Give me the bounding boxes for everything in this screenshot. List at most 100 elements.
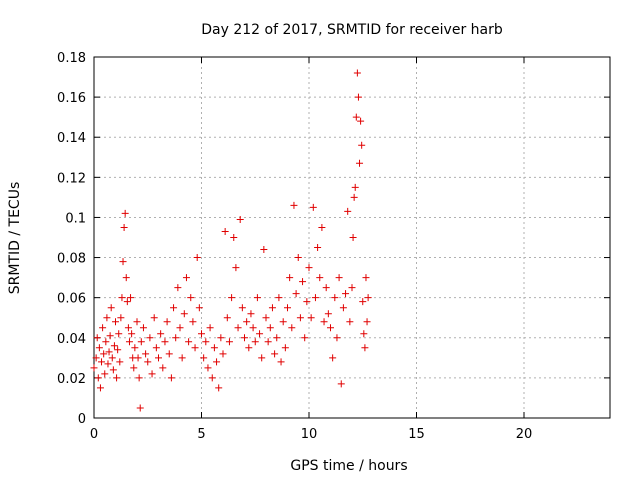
data-point	[136, 404, 144, 412]
data-point	[99, 324, 107, 332]
data-point	[200, 354, 208, 362]
data-point	[346, 318, 354, 326]
data-point	[150, 314, 158, 322]
data-point	[225, 338, 233, 346]
data-point	[122, 274, 130, 282]
data-point	[206, 324, 214, 332]
data-point	[357, 117, 365, 125]
data-point	[133, 318, 141, 326]
data-point	[307, 314, 315, 322]
data-point	[210, 344, 218, 352]
data-point	[146, 334, 154, 342]
data-point	[342, 290, 350, 298]
data-point	[354, 93, 362, 101]
data-point	[185, 338, 193, 346]
data-point	[176, 324, 184, 332]
data-point	[139, 324, 147, 332]
data-point	[247, 310, 255, 318]
data-point	[198, 330, 205, 338]
data-point	[125, 338, 133, 346]
data-point	[361, 344, 369, 352]
data-point	[294, 254, 302, 262]
data-point	[157, 330, 165, 338]
data-point	[284, 304, 291, 312]
data-point	[363, 318, 371, 326]
data-point	[351, 183, 359, 191]
data-point	[114, 346, 122, 354]
data-point	[191, 344, 199, 352]
data-point	[350, 193, 358, 201]
data-point	[358, 141, 366, 149]
data-point	[299, 278, 307, 286]
data-point	[359, 298, 367, 306]
data-point	[292, 290, 300, 298]
data-point	[316, 274, 324, 282]
data-point	[241, 334, 248, 342]
data-point	[281, 344, 289, 352]
data-point	[296, 314, 304, 322]
data-point	[204, 364, 212, 372]
data-point	[309, 203, 317, 211]
data-point	[105, 348, 113, 356]
data-point	[303, 298, 311, 306]
x-axis-label: GPS time / hours	[290, 458, 407, 474]
y-tick-label: 0.12	[57, 171, 86, 186]
y-tick-label: 0.16	[57, 91, 86, 106]
y-tick-label: 0	[78, 412, 86, 427]
data-point	[238, 304, 246, 312]
data-point	[339, 304, 347, 312]
data-point	[290, 201, 298, 209]
data-point	[106, 332, 114, 340]
data-point	[161, 338, 169, 346]
data-point	[360, 330, 368, 338]
plot-frame	[93, 56, 611, 419]
data-point	[109, 366, 117, 374]
data-point	[124, 324, 132, 332]
data-points	[90, 69, 372, 412]
data-point	[245, 344, 253, 352]
data-point	[142, 350, 150, 358]
data-point	[116, 358, 124, 366]
data-point	[320, 318, 328, 326]
y-tick-label: 0.1	[65, 211, 86, 226]
data-point	[333, 334, 341, 342]
data-point	[324, 310, 332, 318]
data-point	[189, 318, 197, 326]
data-point	[215, 384, 223, 392]
data-point	[266, 324, 274, 332]
data-point	[286, 274, 294, 282]
x-axis-ticks: 0 5 10 15 20	[90, 57, 532, 442]
data-point	[348, 284, 356, 292]
data-point	[152, 344, 160, 352]
data-point	[182, 274, 190, 282]
data-point	[112, 318, 119, 326]
data-point	[273, 334, 281, 342]
data-point	[172, 334, 180, 342]
data-point	[178, 354, 186, 362]
data-point	[353, 69, 361, 77]
x-tick-label: 20	[516, 427, 533, 442]
data-point	[119, 258, 127, 266]
data-point	[195, 304, 203, 312]
data-point	[102, 338, 110, 346]
data-point	[110, 342, 118, 350]
data-point	[127, 294, 135, 302]
data-point	[362, 274, 370, 282]
data-point	[128, 330, 136, 338]
y-tick-label: 0.06	[57, 292, 86, 307]
data-point	[155, 354, 162, 362]
data-point	[174, 284, 182, 292]
data-point	[193, 254, 201, 262]
data-point	[356, 159, 364, 167]
grid-lines	[94, 57, 610, 418]
data-point	[96, 384, 104, 392]
data-point	[311, 294, 319, 302]
data-point	[301, 334, 309, 342]
data-point	[95, 344, 103, 352]
data-point	[163, 318, 171, 326]
data-point	[249, 324, 257, 332]
x-tick-label: 15	[408, 427, 425, 442]
data-point	[223, 314, 231, 322]
data-point	[165, 350, 173, 358]
